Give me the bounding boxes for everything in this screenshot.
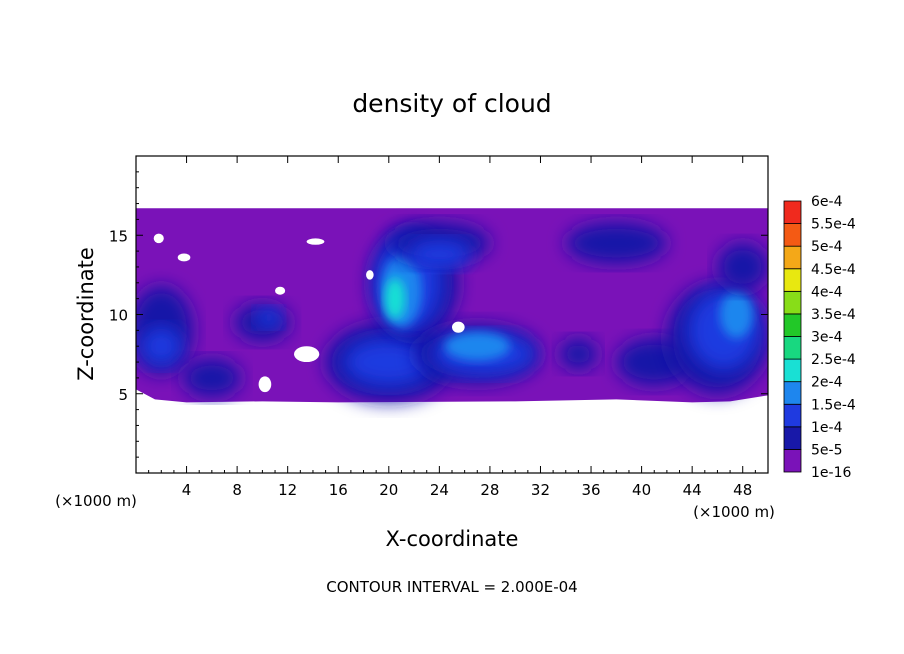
- cloud-blob-central-low-core: [344, 338, 434, 386]
- colorbar-swatch: [783, 200, 802, 224]
- colorbar-label: 3e-4: [811, 330, 843, 346]
- colorbar-swatch: [783, 403, 802, 428]
- x-tick-label: 48: [733, 481, 752, 499]
- colorbar-swatch: [783, 223, 802, 247]
- cloud-blob-low-cell-6: [182, 358, 241, 397]
- x-tick-label: 16: [329, 481, 348, 499]
- colorbar-label: 5e-4: [811, 239, 843, 255]
- clear-hole-0: [153, 233, 164, 244]
- x-unit-right: (×1000 m): [693, 503, 775, 521]
- clear-hole-4: [294, 346, 320, 363]
- colorbar-label: 1e-16: [811, 465, 851, 481]
- x-tick-label: 44: [683, 481, 702, 499]
- x-unit-left: (×1000 m): [55, 492, 137, 510]
- colorbar-label: 3.5e-4: [811, 307, 856, 323]
- cloud-blob-west-core: [141, 327, 182, 366]
- cloud-blob-upper-east: [565, 222, 667, 264]
- clear-hole-7: [366, 270, 374, 280]
- clear-hole-2: [306, 238, 325, 245]
- x-axis-label: X-coordinate: [386, 527, 519, 551]
- clear-hole-5: [258, 376, 272, 393]
- colorbar-swatch: [783, 336, 802, 360]
- chart-title: density of cloud: [352, 89, 551, 118]
- colorbar-swatch: [783, 245, 802, 270]
- clear-hole-1: [177, 253, 191, 262]
- colorbar-label: 4e-4: [811, 284, 843, 300]
- colorbar-swatch: [783, 290, 802, 315]
- colorbar-swatch: [783, 268, 802, 292]
- x-tick-label: 32: [531, 481, 550, 499]
- cloud-blob-outflow-core: [407, 240, 471, 269]
- colorbar-label: 2.5e-4: [811, 352, 856, 368]
- colorbar-label: 1.5e-4: [811, 397, 856, 413]
- cloud-blob-cell-10-core: [256, 308, 282, 328]
- cloud-blob-east-core: [719, 290, 753, 339]
- colorbar-label: 4.5e-4: [811, 262, 856, 278]
- x-tick-label: 12: [278, 481, 297, 499]
- cloud-blob-updraft-core: [385, 278, 406, 320]
- cloud-blob-cell-35: [559, 338, 598, 370]
- y-tick-label: 15: [109, 227, 128, 245]
- colorbar-label: 2e-4: [811, 375, 843, 391]
- y-tick-label: 5: [118, 386, 128, 404]
- colorbar-swatch: [783, 313, 802, 337]
- colorbar-label: 5e-5: [811, 442, 842, 458]
- cloud-blob-upper-east-edge: [717, 243, 768, 291]
- colorbar-swatch: [783, 426, 802, 450]
- plot-area: [136, 208, 768, 403]
- colorbar-label: 6e-4: [811, 194, 843, 210]
- x-tick-label: 40: [632, 481, 651, 499]
- clear-hole-6: [452, 321, 465, 333]
- colorbar-label: 5.5e-4: [811, 217, 856, 233]
- x-tick-label: 28: [480, 481, 499, 499]
- y-tick-label: 10: [109, 307, 128, 325]
- x-tick-label: 8: [232, 481, 242, 499]
- colorbar: 1e-16 5e-5 1e-4 1.5e-4 2e-4 2.5e-4 3e-4 3.5e-4 4…: [783, 194, 856, 481]
- x-tick-label: 36: [581, 481, 600, 499]
- colorbar-swatch: [783, 449, 802, 473]
- x-tick-label: 4: [182, 481, 192, 499]
- cloud-blob-band-inner: [444, 331, 511, 361]
- contour-interval-footer: CONTOUR INTERVAL = 2.000E-04: [326, 578, 577, 596]
- x-tick-label: 20: [379, 481, 398, 499]
- clear-hole-3: [275, 286, 286, 295]
- colorbar-swatch: [783, 358, 802, 383]
- y-axis-label: Z-coordinate: [74, 247, 98, 381]
- cloud-field: [136, 208, 768, 403]
- x-tick-label: 24: [430, 481, 449, 499]
- colorbar-swatch: [783, 381, 802, 405]
- colorbar-label: 1e-4: [811, 420, 843, 436]
